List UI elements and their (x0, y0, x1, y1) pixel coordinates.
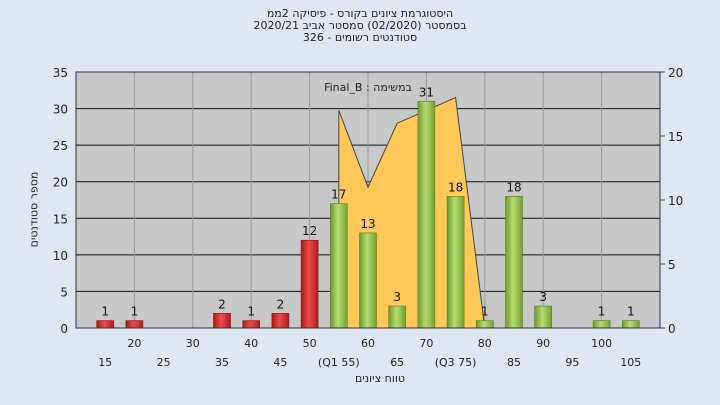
x-tick-label: 40 (244, 337, 258, 350)
histogram-bar (592, 320, 611, 329)
bar-value-label: 1 (481, 305, 489, 319)
bar-value-label: 18 (506, 180, 521, 194)
y2-tick-label: 15 (668, 130, 683, 144)
bar-value-label: 1 (627, 305, 635, 319)
histogram-bar (329, 203, 348, 329)
chart-title-line-2: בסמסטר (02/2020) סמסטר אביב 2020/21 (253, 19, 467, 32)
chart-title-line-3: סטודנטים רשומים - 326 (302, 31, 418, 44)
x-axis-label: טווח ציונים (355, 372, 405, 385)
histogram-bar (388, 305, 407, 329)
x-tick-label: 80 (478, 337, 492, 350)
y-tick-label: 0 (60, 322, 68, 336)
y-tick-label: 35 (53, 66, 68, 80)
x-tick-label: 65 (390, 356, 404, 369)
histogram-bar (271, 313, 290, 329)
x-tick-label: 85 (507, 356, 521, 369)
bar-value-label: 2 (218, 297, 226, 311)
y-tick-label: 30 (53, 103, 68, 117)
y2-tick-label: 10 (668, 194, 683, 208)
bar-value-label: 13 (360, 217, 375, 231)
bar-value-label: 1 (101, 305, 109, 319)
x-tick-label: 15 (98, 356, 112, 369)
x-tick-label: (Q1 55) (318, 356, 360, 369)
histogram-bar (242, 320, 260, 329)
histogram-bar (475, 320, 494, 329)
bar-value-label: 3 (539, 290, 547, 304)
y-tick-label: 20 (53, 176, 68, 190)
x-tick-label: 90 (536, 337, 550, 350)
x-tick-label: 105 (620, 356, 641, 369)
y-tick-label: 15 (53, 212, 68, 226)
y-tick-label: 5 (60, 285, 68, 299)
histogram-bar (213, 313, 231, 329)
x-tick-label: (Q3 75) (435, 356, 477, 369)
plot-frame (75, 71, 661, 329)
x-tick-label: 35 (215, 356, 229, 369)
x-tick-label: 30 (186, 337, 200, 350)
x-tick-label: 95 (565, 356, 579, 369)
histogram-bar (359, 232, 377, 329)
y-tick-label: 25 (53, 139, 68, 153)
x-tick-label: 60 (361, 337, 375, 350)
bar-value-label: 1 (131, 305, 139, 319)
x-tick-label: 25 (157, 356, 171, 369)
y-tick-label: 10 (53, 249, 68, 263)
bar-value-label: 2 (277, 297, 285, 311)
histogram-bar (534, 305, 553, 329)
x-tick-label: 70 (419, 337, 433, 350)
histogram-bar (96, 320, 114, 329)
chart-title-line-1: היסטוגרמת ציונים בקורס - פיסיקה 2ממ (266, 7, 454, 20)
bar-value-label: 31 (419, 85, 434, 99)
chart-annotation: במשימה : Final_B (324, 81, 412, 94)
bar-value-label: 1 (247, 305, 255, 319)
bar-value-label: 18 (448, 180, 463, 194)
y2-tick-label: 5 (668, 258, 676, 272)
x-tick-label: 50 (303, 337, 317, 350)
x-tick-label: 100 (591, 337, 612, 350)
y2-tick-label: 0 (668, 322, 676, 336)
histogram-bar (446, 196, 465, 329)
bar-value-label: 12 (302, 224, 317, 238)
x-tick-label: 45 (273, 356, 287, 369)
histogram-bar (621, 320, 640, 329)
y2-tick-label: 20 (668, 66, 683, 80)
histogram-bar (505, 196, 523, 329)
bar-value-label: 3 (393, 290, 401, 304)
bar-value-label: 17 (331, 188, 346, 202)
histogram-bar (300, 239, 319, 329)
bar-value-label: 1 (598, 305, 606, 319)
x-tick-label: 20 (127, 337, 141, 350)
histogram-bar (417, 100, 436, 329)
histogram-bar (125, 320, 144, 329)
